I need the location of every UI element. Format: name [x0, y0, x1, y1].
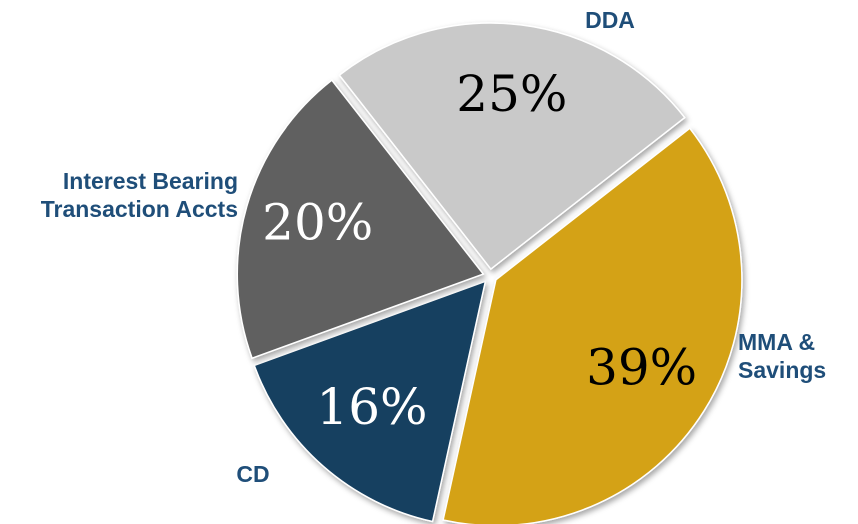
category-label: MMA & Savings — [738, 329, 827, 383]
category-label: DDA — [585, 7, 635, 33]
pie-slice — [253, 280, 487, 523]
pie-slice — [338, 22, 686, 271]
value-label: 25% — [456, 65, 567, 123]
category-label: Interest Bearing Transaction Accts — [40, 168, 238, 222]
value-label: 16% — [316, 378, 427, 436]
value-label: 20% — [262, 194, 373, 252]
category-label: CD — [236, 461, 270, 487]
pie-slice — [236, 79, 485, 360]
value-label: 39% — [586, 338, 697, 396]
